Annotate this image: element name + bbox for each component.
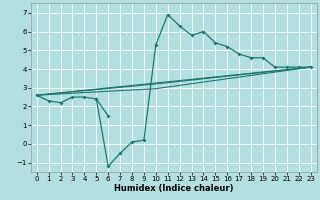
- X-axis label: Humidex (Indice chaleur): Humidex (Indice chaleur): [114, 184, 233, 193]
